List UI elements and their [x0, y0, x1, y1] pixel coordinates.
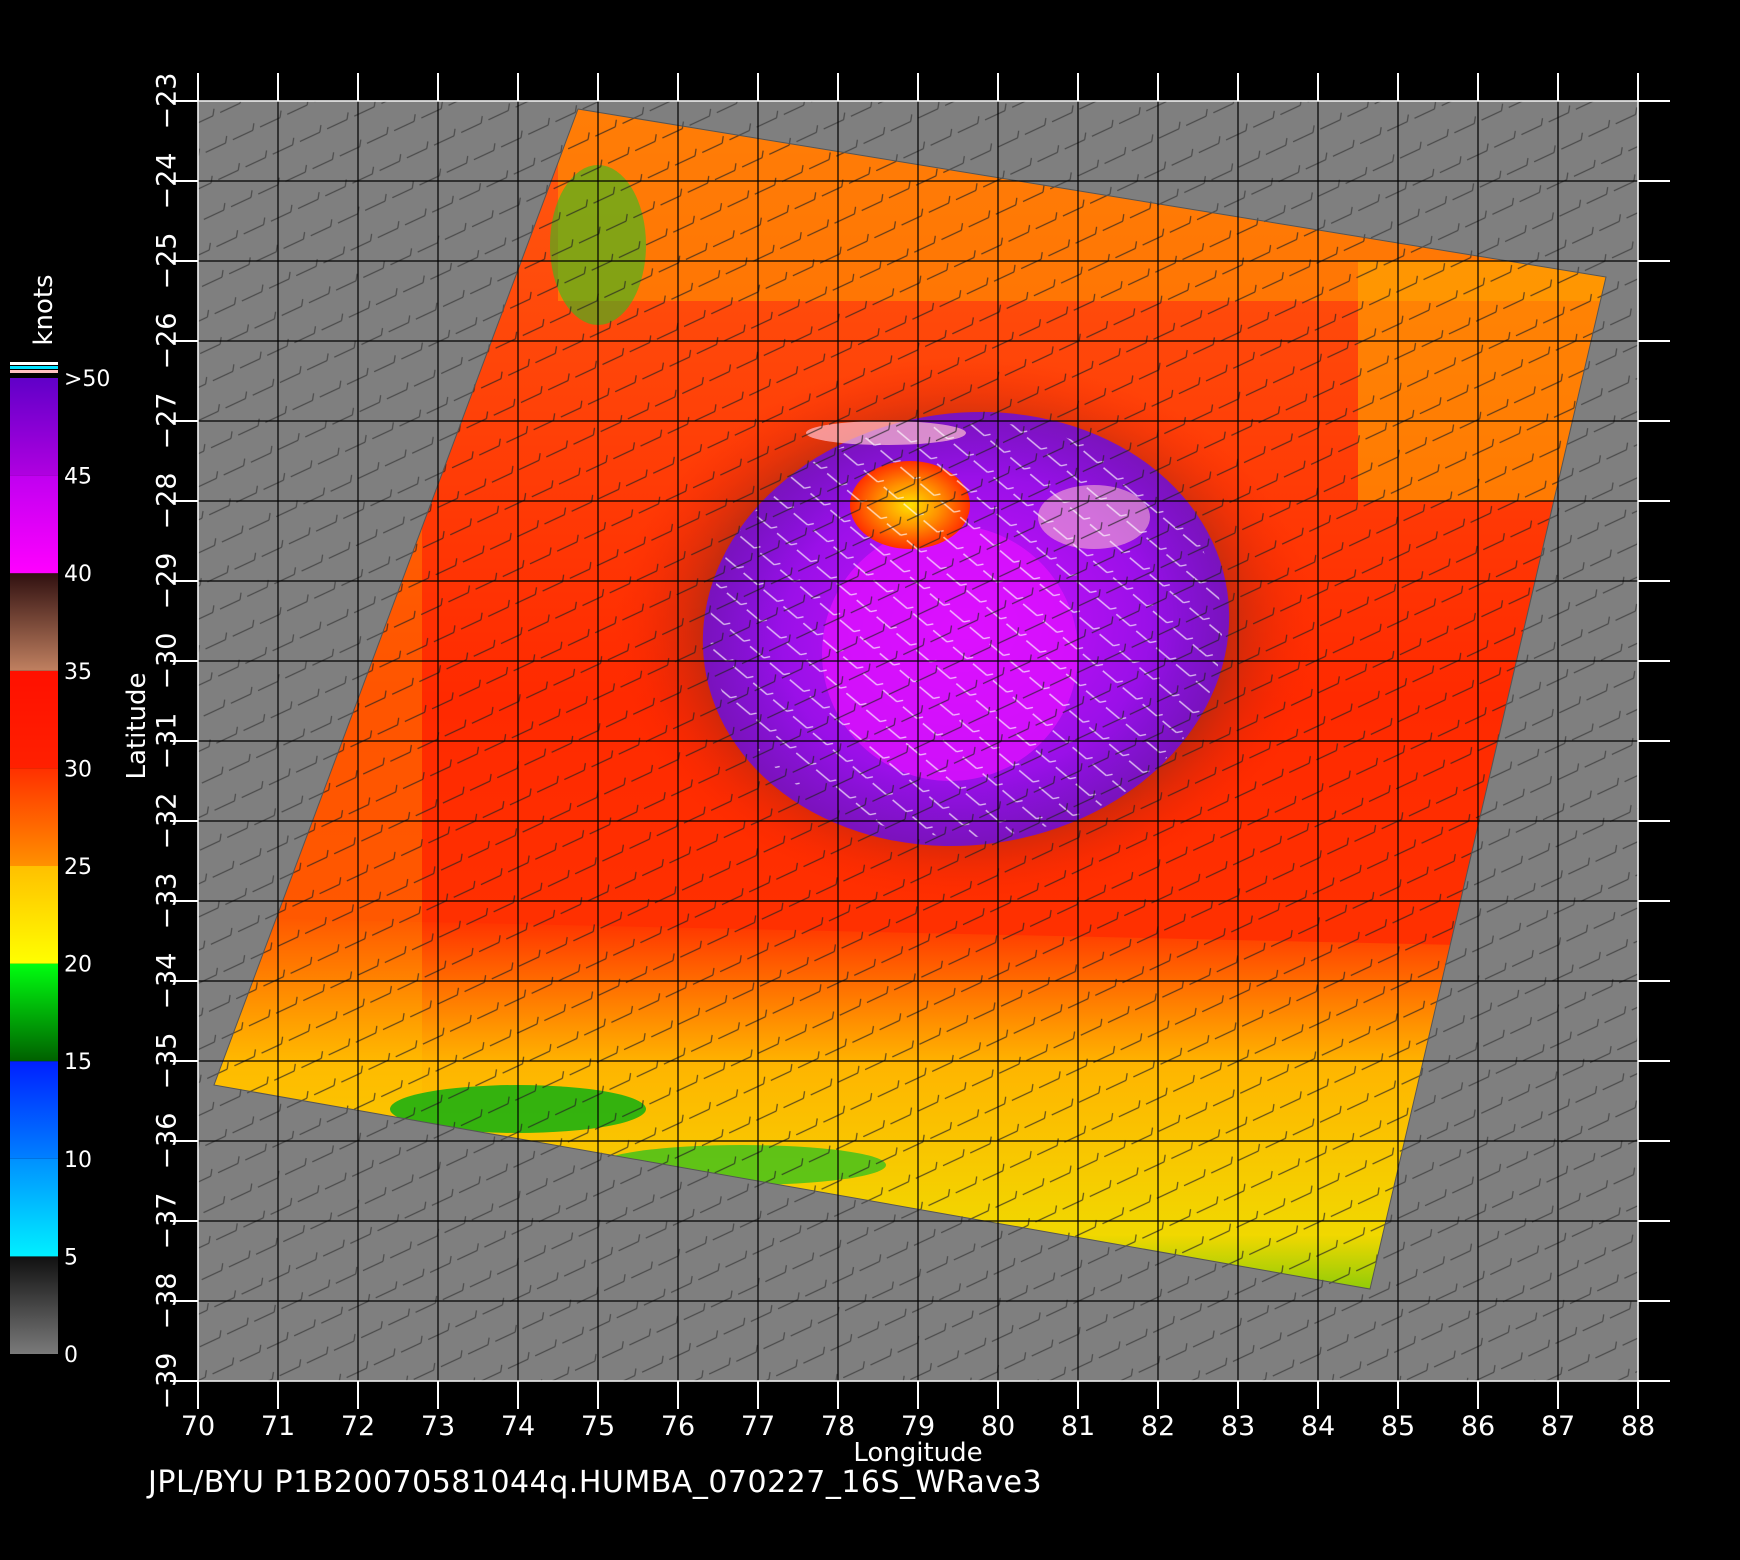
x-tick-label: 86 — [1461, 1411, 1495, 1442]
colorbar-label: 40 — [64, 562, 92, 587]
y-tick-label: −32 — [152, 793, 183, 850]
x-tick-label: 82 — [1141, 1411, 1175, 1442]
colorbar-band — [10, 670, 58, 769]
x-tick-label: 87 — [1541, 1411, 1575, 1442]
colorbar-label: 15 — [64, 1050, 92, 1075]
y-tick-label: −30 — [152, 633, 183, 690]
x-tick-label: 76 — [661, 1411, 695, 1442]
x-tick-label: 75 — [581, 1411, 615, 1442]
colorbar-band — [10, 378, 58, 476]
colorbar-band — [10, 1256, 58, 1354]
colorbar-top-stripe — [10, 362, 58, 365]
y-tick-label: −24 — [152, 153, 183, 210]
y-tick-label: −36 — [152, 1113, 183, 1170]
y-tick-label: −37 — [152, 1193, 183, 1250]
x-axis-title: Longitude — [853, 1438, 982, 1468]
y-axis-title: Latitude — [122, 672, 152, 779]
colorbar-label: 5 — [64, 1245, 78, 1270]
y-tick-label: −34 — [152, 953, 183, 1010]
colorbar-label: 30 — [64, 757, 92, 782]
y-tick-label: −39 — [152, 1353, 183, 1410]
y-tick-label: −27 — [152, 393, 183, 450]
x-tick-label: 77 — [741, 1411, 775, 1442]
x-tick-label: 79 — [901, 1411, 935, 1442]
colorbar-band — [10, 1158, 58, 1257]
x-tick-label: 74 — [501, 1411, 535, 1442]
colorbar-band — [10, 768, 58, 866]
axes: 70 71 72 73 74 75 76 77 78 79 80 81 82 83 84 85 86 87 88 −2… — [122, 73, 1670, 1468]
swath-outline — [213, 108, 1607, 1290]
x-tick-label: 85 — [1381, 1411, 1415, 1442]
colorbar-band — [10, 963, 58, 1062]
colorbar-band — [10, 475, 58, 574]
colorbar-unit-label: knots — [29, 274, 59, 345]
y-tick-label: −25 — [152, 233, 183, 290]
y-tick-label: −38 — [152, 1273, 183, 1330]
x-tick-label: 84 — [1301, 1411, 1335, 1442]
colorbar-label: >50 — [64, 367, 110, 392]
y-tick-label: −23 — [152, 73, 183, 130]
colorbar-band — [10, 1061, 58, 1159]
x-tick-label: 73 — [421, 1411, 455, 1442]
y-tick-label: −26 — [152, 313, 183, 370]
x-tick-label: 83 — [1221, 1411, 1255, 1442]
y-tick-label: −31 — [152, 713, 183, 770]
colorbar-label: 0 — [64, 1343, 78, 1368]
colorbar-label: 20 — [64, 953, 92, 978]
colorbar-top-stripe — [10, 366, 58, 369]
footer-label: JPL/BYU P1B20070581044q.HUMBA_070227_16S… — [148, 1465, 1043, 1500]
y-tick-label: −35 — [152, 1033, 183, 1090]
colorbar-label: 25 — [64, 855, 92, 880]
y-tick-label: −28 — [152, 473, 183, 530]
colorbar-label: 35 — [64, 660, 92, 685]
x-tick-label: 81 — [1061, 1411, 1095, 1442]
x-tick-label: 78 — [821, 1411, 855, 1442]
x-tick-label: 72 — [341, 1411, 375, 1442]
y-tick-label: −29 — [152, 553, 183, 610]
colorbar-band — [10, 573, 58, 671]
x-tick-label: 70 — [181, 1411, 215, 1442]
grid-lines — [198, 101, 1638, 1381]
y-tick-label: −33 — [152, 873, 183, 930]
swath-wind-barbs — [214, 109, 1606, 1289]
colorbar-label: 45 — [64, 465, 92, 490]
colorbar-label: 10 — [64, 1148, 92, 1173]
x-tick-label: 88 — [1621, 1411, 1655, 1442]
x-tick-label: 71 — [261, 1411, 295, 1442]
x-tick-label: 80 — [981, 1411, 1015, 1442]
colorbar-band — [10, 866, 58, 964]
colorbar-top-stripe — [10, 370, 58, 373]
